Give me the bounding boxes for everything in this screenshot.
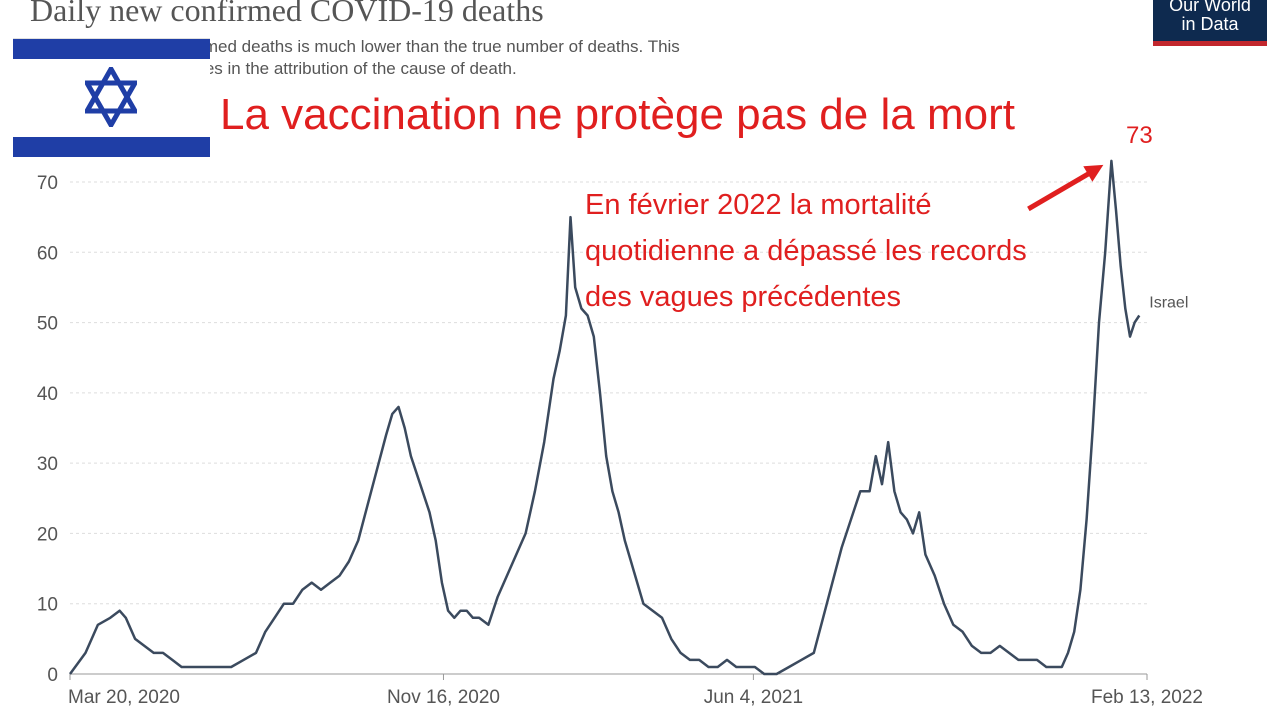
x-tick-label: Mar 20, 2020: [68, 687, 180, 708]
chart-title: Daily new confirmed COVID-19 deaths: [30, 0, 544, 28]
peak-arrow: [1027, 164, 1104, 212]
x-tick-label: Jun 4, 2021: [704, 687, 803, 708]
headline-annotation: La vaccination ne protège pas de la mort: [220, 90, 1015, 139]
y-tick-label: 50: [37, 314, 58, 335]
x-axis: Mar 20, 2020 Nov 16, 2020 Jun 4, 2021 Feb 1…: [68, 674, 1203, 708]
note-line-1: En février 2022 la mortalité: [585, 189, 932, 221]
chart-gridlines: [70, 181, 1147, 675]
y-tick-label: 0: [47, 665, 58, 686]
y-tick-label: 20: [37, 524, 58, 545]
y-tick-label: 60: [37, 243, 58, 264]
israel-flag-icon: [13, 38, 210, 157]
owid-logo: Our World in Data: [1153, 0, 1267, 46]
note-line-3: des vagues précédentes: [585, 281, 901, 313]
logo-line-1: Our World: [1169, 0, 1251, 15]
logo-line-2: in Data: [1181, 14, 1239, 34]
y-tick-label: 40: [37, 384, 58, 405]
y-tick-label: 10: [37, 595, 58, 616]
x-tick-label: Nov 16, 2020: [387, 687, 500, 708]
series-label-israel: Israel: [1149, 295, 1188, 312]
y-tick-label: 70: [37, 173, 58, 194]
peak-value-label: 73: [1126, 122, 1153, 149]
y-tick-label: 30: [37, 454, 58, 475]
series-line-israel: [68, 159, 1141, 676]
y-axis-ticks: 0 10 20 30 40 50 60 70: [37, 173, 58, 686]
x-tick-label: Feb 13, 2022: [1091, 687, 1203, 708]
note-line-2: quotidienne a dépassé les records: [585, 235, 1027, 267]
note-annotation: En février 2022 la mortalité quotidienne…: [585, 182, 1027, 320]
